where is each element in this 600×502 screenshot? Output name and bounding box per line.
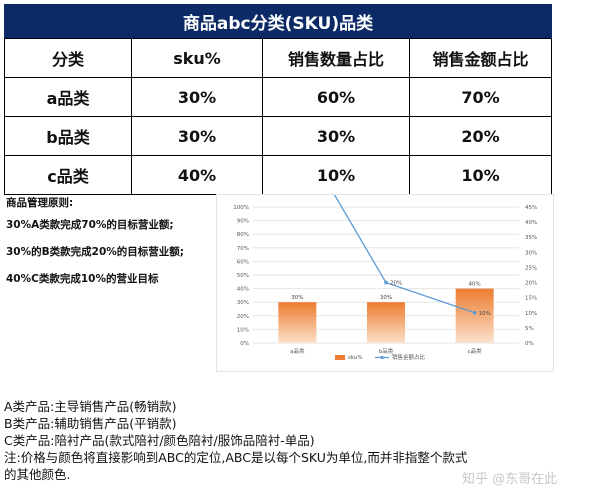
legend-line-marker (380, 355, 384, 360)
left-axis-tick-label: 80% (237, 232, 249, 238)
category-notes: A类产品:主导销售产品(畅销款) B类产品:辅助销售产品(平销款) C类产品:陪… (4, 398, 594, 483)
table-header-cell: sku% (131, 38, 263, 78)
x-axis-tick-label: a品类 (290, 347, 305, 355)
bar-data-label: 40% (469, 282, 481, 288)
left-axis-tick-label: 50% (237, 273, 249, 279)
table-header-cell: 销售金额占比 (409, 38, 552, 78)
right-axis-tick-label: 5% (525, 326, 534, 332)
table-cell: 30% (262, 116, 410, 156)
left-axis-tick-label: 30% (237, 300, 249, 306)
page-title: 商品abc分类(SKU)品类 (4, 4, 552, 38)
table-cell: 30% (131, 77, 263, 117)
line-data-label: 10% (479, 311, 491, 317)
principles-heading: 商品管理原则: (6, 197, 74, 209)
table-cell: 40% (131, 155, 263, 195)
right-axis-tick-label: 0% (525, 341, 534, 347)
bar (367, 302, 405, 343)
bar (455, 288, 494, 343)
left-axis-tick-label: 90% (237, 219, 249, 225)
table-cell: 70% (409, 77, 552, 117)
table-cell: 60% (262, 77, 410, 117)
line-data-label: 20% (390, 281, 402, 287)
bar (278, 302, 317, 343)
right-axis-tick-label: 40% (525, 220, 537, 226)
table-cell: b品类 (4, 116, 132, 156)
x-axis-tick-label: c品类 (468, 347, 483, 355)
note-line: B类产品:辅助销售产品(平销款) (4, 416, 177, 431)
legend-label: 销售金额占比 (392, 353, 426, 361)
bar-data-label: 30% (380, 295, 392, 301)
right-axis-tick-label: 45% (525, 205, 537, 211)
table-row: b品类 30% 30% 20% (4, 116, 552, 156)
line-point (472, 310, 477, 315)
management-principles: 商品管理原则: 30%A类款完成70%的目标营业额; 30%的B类款完成20%的… (6, 194, 216, 293)
table-cell: 10% (409, 155, 552, 195)
left-axis-tick-label: 10% (237, 327, 249, 333)
legend-bar-swatch (335, 355, 345, 360)
principle-line: 40%C类款完成10%的营业目标 (6, 273, 159, 285)
left-axis-tick-label: 20% (237, 314, 249, 320)
table-header-cell: 分类 (4, 38, 132, 78)
note-line: A类产品:主导销售产品(畅销款) (4, 399, 177, 414)
table-header-cell: 销售数量占比 (262, 38, 410, 78)
table-cell: 20% (409, 116, 552, 156)
watermark: 知乎 @东哥在此 (462, 472, 558, 487)
principle-line: 30%的B类款完成20%的目标营业额; (6, 246, 184, 258)
left-axis-tick-label: 0% (240, 341, 249, 347)
note-line: C类产品:陪衬产品(款式陪衬/颜色陪衬/服饰品陪衬-单品) (4, 433, 315, 448)
table-row: a品类 30% 60% 70% (4, 77, 552, 117)
table-header-row: 分类 sku% 销售数量占比 销售金额占比 (4, 38, 552, 78)
abc-table: 分类 sku% 销售数量占比 销售金额占比 a品类 30% 60% 70% b品… (4, 38, 552, 195)
table-cell: 30% (131, 116, 263, 156)
right-axis-tick-label: 30% (525, 250, 537, 256)
bar-data-label: 30% (291, 295, 303, 301)
right-axis-tick-label: 10% (525, 311, 537, 317)
table-row: c品类 40% 10% 10% (4, 155, 552, 195)
left-axis-tick-label: 100% (233, 205, 249, 211)
right-axis-tick-label: 15% (525, 296, 537, 302)
table-cell: 10% (262, 155, 410, 195)
left-axis-tick-label: 60% (237, 259, 249, 265)
combo-chart: 0% 10% 20% 30% 40% 50% 60% 70% 80% 90% 100% 0% 5% 10%… (216, 129, 554, 372)
right-axis-tick-label: 20% (525, 281, 537, 287)
table-cell: c品类 (4, 155, 132, 195)
table-cell: a品类 (4, 77, 132, 117)
line-point (384, 280, 388, 285)
left-axis-tick-label: 40% (237, 287, 249, 293)
note-line: 注:价格与颜色将直接影响到ABC的定位,ABC是以每个SKU为单位,而并非指整个… (4, 450, 468, 465)
legend-label: sku% (348, 355, 363, 361)
principle-line: 30%A类款完成70%的目标营业额; (6, 219, 174, 231)
chart-svg: 0% 10% 20% 30% 40% 50% 60% 70% 80% 90% 100% 0% 5% 10%… (233, 129, 537, 361)
note-line: 的其他颜色. (4, 467, 71, 482)
left-axis-tick-label: 70% (237, 246, 249, 252)
x-axis-tick-label: b品类 (379, 347, 394, 355)
right-axis-tick-label: 35% (525, 235, 537, 241)
right-axis-tick-label: 25% (525, 265, 537, 271)
